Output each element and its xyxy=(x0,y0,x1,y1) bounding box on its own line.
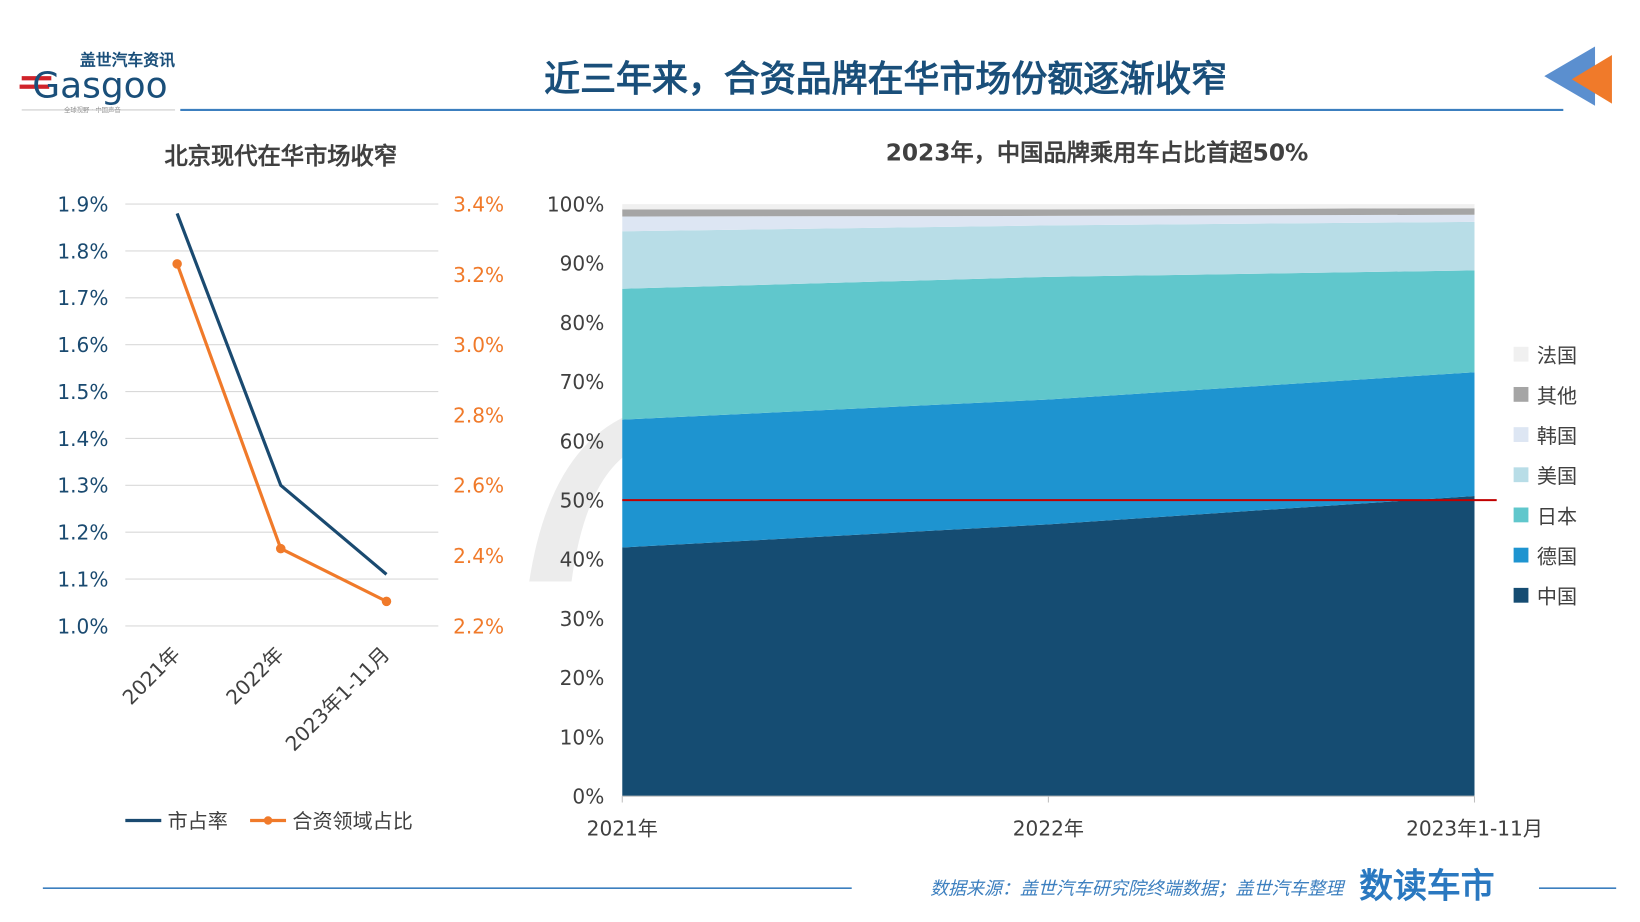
data-point xyxy=(275,543,286,554)
line-chart-title: 北京现代在华市场收窄 xyxy=(164,143,397,170)
legend-swatch xyxy=(1513,547,1529,563)
y-tick-label: 60% xyxy=(560,429,605,453)
y-right-tick-label: 2.4% xyxy=(453,544,504,568)
y-right-tick-label: 2.6% xyxy=(453,474,504,498)
logo-en: Gasgoo xyxy=(32,65,167,106)
y-tick-label: 30% xyxy=(560,607,605,631)
y-left-tick-label: 1.0% xyxy=(57,614,108,638)
y-left-tick-label: 1.5% xyxy=(57,380,108,404)
data-source: 数据来源：盖世汽车研究院终端数据；盖世汽车整理 xyxy=(930,879,1346,900)
logo-cn: 盖世汽车资讯 xyxy=(80,51,175,70)
watermark-logo xyxy=(529,412,646,582)
y-tick-label: 0% xyxy=(572,785,604,809)
legend-label: 美国 xyxy=(1537,464,1577,488)
y-tick-label: 50% xyxy=(560,489,605,513)
legend-marker xyxy=(263,816,273,825)
legend-label: 其他 xyxy=(1537,384,1577,408)
y-tick-label: 100% xyxy=(547,192,604,216)
y-left-tick-label: 1.4% xyxy=(57,427,108,451)
logo-stripe xyxy=(21,76,52,81)
y-left-tick-label: 1.9% xyxy=(57,192,108,216)
legend-swatch xyxy=(1513,346,1529,362)
line-chart: 北京现代在华市场收窄 1.0% 1.1% 1.2% 1.3% 1.4% 1.5% 1.6% 1… xyxy=(57,143,504,833)
area-series-日本 xyxy=(622,270,1475,420)
legend-label: 中国 xyxy=(1537,585,1577,609)
logo-stripe xyxy=(19,84,50,89)
x-tick-label: 2022年 xyxy=(1013,816,1084,840)
legend-swatch xyxy=(1513,386,1529,402)
area-series-美国 xyxy=(622,221,1475,289)
area-chart-title: 2023年，中国品牌乘用车占比首超50% xyxy=(886,140,1309,167)
page-title: 近三年来，合资品牌在华市场份额逐渐收窄 xyxy=(544,58,1227,100)
legend-label: 合资领域占比 xyxy=(292,809,412,833)
y-tick-label: 20% xyxy=(560,666,605,690)
series-line-market-share xyxy=(175,212,388,576)
data-point xyxy=(381,596,392,607)
x-tick-label: 2023年1-11月 xyxy=(281,642,395,756)
y-left-tick-label: 1.6% xyxy=(57,333,108,357)
logo: 盖世汽车资讯 Gasgoo 全球视野 · 中国声音 xyxy=(19,51,175,114)
legend-label: 德国 xyxy=(1537,545,1577,569)
legend-swatch xyxy=(1513,507,1529,523)
x-tick-label: 2021年 xyxy=(587,816,658,840)
brand-logo: 数读车市 xyxy=(1359,867,1494,906)
data-point xyxy=(172,259,182,269)
y-right-tick-label: 3.2% xyxy=(453,263,504,287)
legend-label: 日本 xyxy=(1537,504,1577,528)
y-tick-label: 10% xyxy=(560,725,605,749)
area-series-其他 xyxy=(622,208,1475,217)
legend-label: 市占率 xyxy=(168,809,228,833)
y-left-tick-label: 1.3% xyxy=(57,474,108,498)
corner-arrow-icon xyxy=(1544,46,1612,106)
area-series-德国 xyxy=(622,372,1475,548)
y-left-tick-label: 1.2% xyxy=(57,521,108,545)
y-left-tick-label: 1.7% xyxy=(57,286,108,310)
area-series-法国 xyxy=(622,204,1475,210)
x-tick-label: 2022年 xyxy=(221,642,288,709)
y-left-tick-label: 1.8% xyxy=(57,239,108,263)
area-series-韩国 xyxy=(622,214,1475,232)
y-tick-label: 70% xyxy=(560,370,605,394)
x-tick-label: 2021年 xyxy=(118,642,185,709)
y-tick-label: 80% xyxy=(560,311,605,335)
legend-swatch xyxy=(1513,467,1529,483)
y-tick-label: 90% xyxy=(560,252,605,276)
y-tick-label: 40% xyxy=(560,548,605,572)
legend-label: 韩国 xyxy=(1537,424,1577,448)
area-series-中国 xyxy=(622,495,1475,797)
y-right-tick-label: 3.0% xyxy=(453,333,504,357)
legend-swatch xyxy=(1513,587,1529,603)
legend-label: 法国 xyxy=(1537,344,1577,368)
y-left-tick-label: 1.1% xyxy=(57,567,108,591)
legend-swatch xyxy=(1513,427,1529,442)
area-chart: 2023年，中国品牌乘用车占比首超50% 0% 10% 20% 30% 40% 50% 60… xyxy=(529,140,1577,840)
x-tick-label: 2023年1-11月 xyxy=(1406,816,1543,840)
y-right-tick-label: 3.4% xyxy=(453,192,504,216)
y-right-tick-label: 2.8% xyxy=(453,403,504,427)
y-right-tick-label: 2.2% xyxy=(453,614,504,638)
